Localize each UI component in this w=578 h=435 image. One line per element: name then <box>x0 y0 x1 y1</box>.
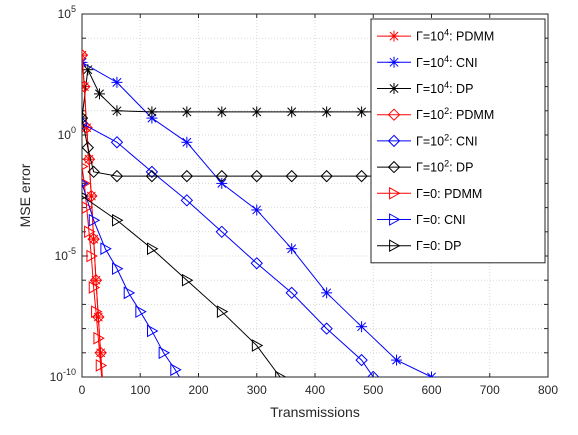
data-point <box>426 372 437 383</box>
y-axis-label: MSE error <box>17 163 33 227</box>
legend-label: Γ=0: CNI <box>416 213 466 227</box>
legend-item: Γ=0: DP <box>377 239 461 253</box>
y-tick-label: 105 <box>58 4 76 21</box>
y-tick-label: 100 <box>58 125 76 142</box>
data-point <box>251 204 262 215</box>
y-tick-label: 10-10 <box>50 367 76 384</box>
x-tick-label: 400 <box>305 383 325 397</box>
data-point <box>321 106 332 117</box>
x-tick-label: 300 <box>247 383 267 397</box>
legend-label: Γ=102: PDMM <box>416 106 494 122</box>
data-point <box>216 178 227 189</box>
y-tick-label: 10-5 <box>55 246 76 263</box>
x-axis-label: Transmissions <box>270 404 360 420</box>
data-point <box>181 106 192 117</box>
data-point <box>286 243 297 254</box>
data-point <box>389 57 400 68</box>
data-point <box>251 106 262 117</box>
data-point <box>111 77 122 88</box>
x-tick-label: 100 <box>130 383 150 397</box>
legend-label: Γ=104: PDMM <box>416 28 494 44</box>
data-point <box>111 105 122 116</box>
x-tick-label: 0 <box>79 383 86 397</box>
x-tick-label: 500 <box>363 383 383 397</box>
legend-label: Γ=0: DP <box>416 239 461 253</box>
data-point <box>216 106 227 117</box>
data-point <box>389 83 400 94</box>
data-point <box>356 106 367 117</box>
x-tick-label: 600 <box>421 383 441 397</box>
data-point <box>286 106 297 117</box>
data-point <box>391 355 402 366</box>
legend: Γ=104: PDMM Γ=104: CNI Γ=104: DP Γ=102: PDM… <box>371 19 545 263</box>
data-point <box>181 137 192 148</box>
data-point <box>146 106 157 117</box>
x-tick-label: 700 <box>480 383 500 397</box>
data-point <box>94 88 105 99</box>
legend-label: Γ=0: PDMM <box>416 187 482 201</box>
data-point <box>82 64 93 75</box>
data-point <box>356 321 367 332</box>
data-point <box>321 287 332 298</box>
data-point <box>389 31 400 42</box>
x-tick-label: 800 <box>538 383 558 397</box>
x-tick-label: 200 <box>188 383 208 397</box>
